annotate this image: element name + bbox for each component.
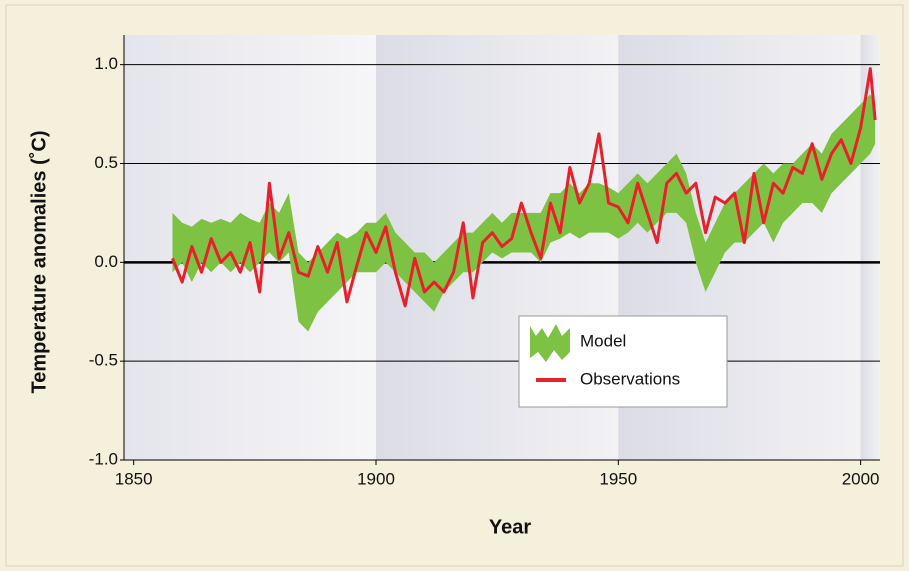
legend-label: Model [580,331,626,350]
legend-swatch [530,324,570,362]
x-tick-label: 1900 [357,469,395,488]
x-tick-label: 1950 [599,469,637,488]
y-tick-label: -0.5 [89,351,118,370]
x-tick-label: 2000 [842,469,880,488]
y-tick-label: 1.0 [94,54,118,73]
legend-label: Observations [580,369,680,388]
y-tick-label: -1.0 [89,449,118,468]
y-tick-label: 0.5 [94,153,118,172]
x-axis-label: Year [489,516,531,538]
x-tick-label: 1850 [115,469,153,488]
frame [5,4,904,567]
observations-line [171,67,877,308]
y-tick-label: 0.0 [94,252,118,271]
legend: Model Observations [518,315,728,408]
legend-box [518,315,728,408]
y-axis-label: Temperature anomalies (˚C) [27,130,50,393]
